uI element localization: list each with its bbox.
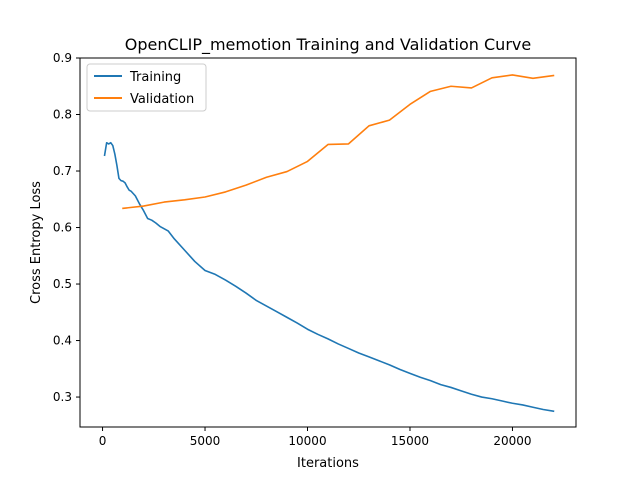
y-tick-label: 0.9 [53,51,72,65]
x-axis: 0 5000 10000 15000 20000 [99,427,532,448]
y-tick-label: 0.8 [53,108,72,122]
y-tick-label: 0.4 [53,334,72,348]
series-layer [103,74,555,413]
x-tick-label: 0 [99,434,107,448]
y-tick-label: 0.5 [53,277,72,291]
x-axis-label: Iterations [297,456,359,471]
x-tick-label: 10000 [288,434,326,448]
series-line-validation [122,74,555,210]
legend-label-validation: Validation [130,92,194,107]
y-tick-label: 0.7 [53,164,72,178]
x-tick-label: 5000 [190,434,221,448]
y-tick-label: 0.6 [53,221,72,235]
x-tick-label: 15000 [391,434,429,448]
y-axis: 0.3 0.4 0.5 0.6 0.7 0.8 0.9 [53,51,80,404]
plot-frame [79,57,577,428]
x-tick-label: 20000 [493,434,531,448]
y-axis-label: Cross Entropy Loss [29,181,44,304]
legend: Training Validation [86,63,207,112]
series-line-training [103,141,555,413]
chart-title: OpenCLIP_memotion Training and Validatio… [125,35,531,55]
y-tick-label: 0.3 [53,390,72,404]
legend-label-training: Training [129,70,181,85]
